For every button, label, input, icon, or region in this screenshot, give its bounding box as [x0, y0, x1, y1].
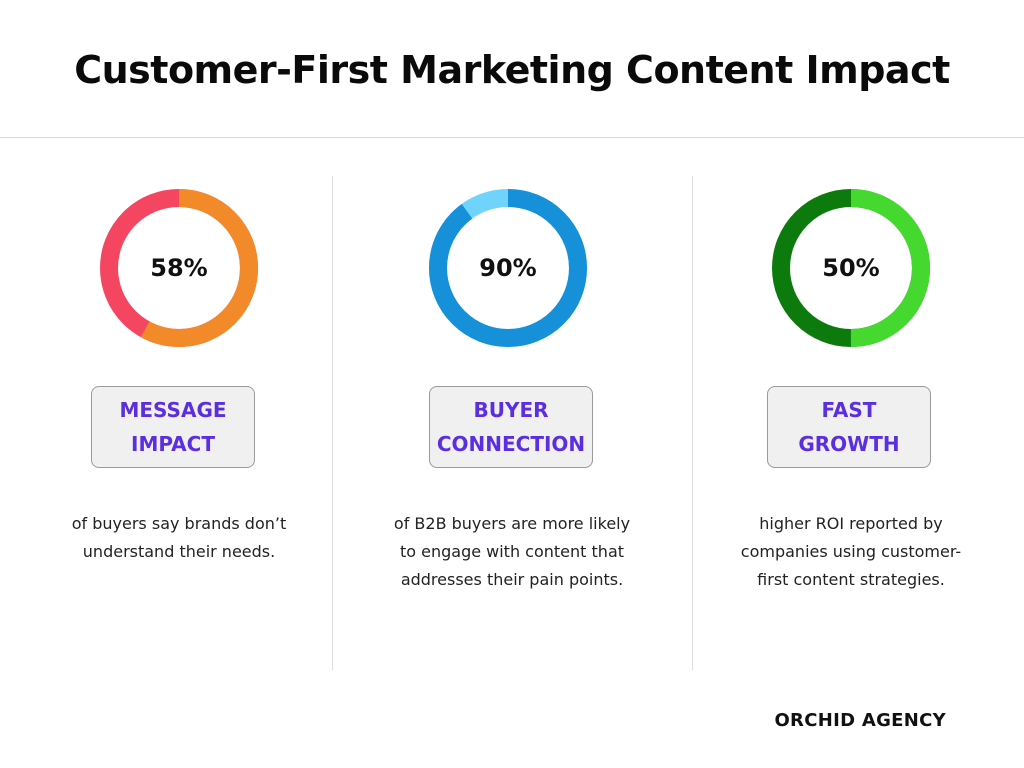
donut-percent-label: 58%	[150, 254, 208, 282]
header-divider	[0, 137, 1024, 138]
donut-chart-message-impact: 58%	[99, 188, 259, 348]
stat-heading-box: MESSAGE IMPACT	[91, 386, 255, 468]
donut-percent-label: 90%	[479, 254, 537, 282]
stat-heading-line-1: FAST	[821, 398, 877, 422]
brand-name: ORCHID AGENCY	[774, 710, 946, 731]
donut-svg	[429, 189, 587, 347]
column-divider-1	[332, 176, 333, 670]
stat-heading-line-1: BUYER	[473, 398, 549, 422]
page-title: Customer-First Marketing Content Impact	[74, 48, 950, 92]
donut-chart-fast-growth: 50%	[771, 188, 931, 348]
stat-description: of B2B buyers are more likely to engage …	[393, 514, 631, 589]
donut-value-slice	[429, 189, 587, 347]
stat-heading-box: FAST GROWTH	[767, 386, 931, 468]
donut-percent-label: 50%	[822, 254, 880, 282]
donut-chart-buyer-connection: 90%	[428, 188, 588, 348]
stat-heading-line-2: GROWTH	[798, 432, 900, 456]
column-divider-2	[692, 176, 693, 670]
stat-heading-line-2: CONNECTION	[436, 432, 586, 456]
donut-value-slice	[100, 189, 258, 347]
stat-description: higher ROI reported by companies using c…	[740, 514, 962, 589]
stat-heading-box: BUYER CONNECTION	[429, 386, 593, 468]
donut-value-slice	[772, 189, 930, 347]
donut-svg	[772, 189, 930, 347]
stat-description: of buyers say brands don’t understand th…	[71, 514, 287, 561]
stat-heading-line-2: IMPACT	[131, 432, 215, 456]
stat-heading-line-1: MESSAGE	[119, 398, 227, 422]
donut-svg	[100, 189, 258, 347]
